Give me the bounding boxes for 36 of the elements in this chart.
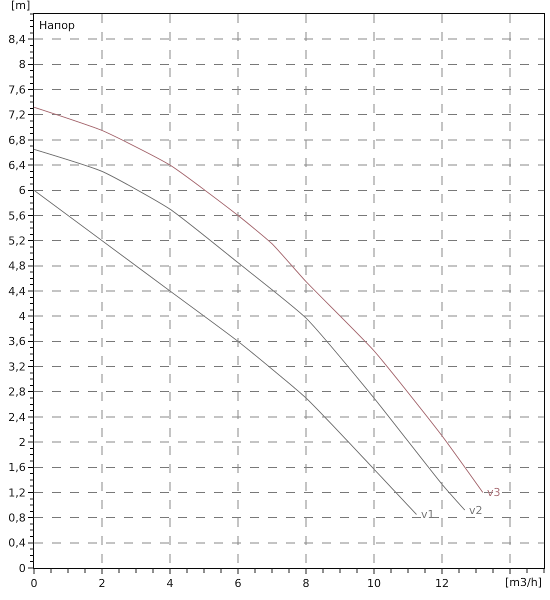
y-tick-label: 5,2 [8, 234, 26, 248]
x-tick-label: 8 [302, 577, 310, 590]
y-tick-label: 2 [18, 436, 26, 449]
x-tick-label: 12 [435, 577, 449, 590]
y-tick-label: 8 [18, 58, 26, 72]
series-label: v1 [421, 508, 435, 521]
y-tick-label: 5,6 [8, 209, 26, 222]
series-label: v3 [487, 486, 501, 499]
y-tick-label: 7,6 [8, 83, 26, 96]
y-tick-label: 6 [18, 184, 26, 198]
y-tick-label: 7,2 [8, 108, 26, 122]
y-tick-label: 4,8 [8, 260, 26, 273]
y-tick-label: 3,6 [8, 335, 26, 348]
x-tick-label: 2 [98, 577, 106, 590]
y-tick-label: 0 [18, 562, 26, 575]
y-tick-label: 2,8 [8, 386, 26, 399]
x-tick-label: 6 [234, 577, 242, 590]
x-tick-label: 4 [166, 577, 174, 590]
text: Напор [39, 19, 75, 32]
y-axis-title: [m] [11, 0, 30, 12]
x-tick-label: 10 [367, 577, 381, 590]
y-tick-label: 6,4 [8, 158, 26, 172]
y-tick-label: 1,6 [8, 461, 26, 474]
y-tick-label: 3,2 [8, 360, 26, 374]
y-tick-label: 2,4 [8, 410, 26, 424]
y-tick-label: 4 [18, 310, 26, 324]
y-tick-label: 6,8 [8, 134, 26, 147]
series-label: v2 [469, 504, 483, 517]
y-tick-label: 0,8 [8, 511, 26, 524]
y-tick-label: 8,4 [8, 33, 26, 46]
y-tick-label: 1,2 [8, 486, 26, 500]
x-tick-label: 0 [30, 577, 38, 590]
y-tick-label: 4,4 [8, 284, 26, 298]
line-series [34, 106, 484, 493]
y-tick-label: 0,4 [8, 536, 26, 550]
x-axis-title: [m3/h] [505, 576, 542, 589]
